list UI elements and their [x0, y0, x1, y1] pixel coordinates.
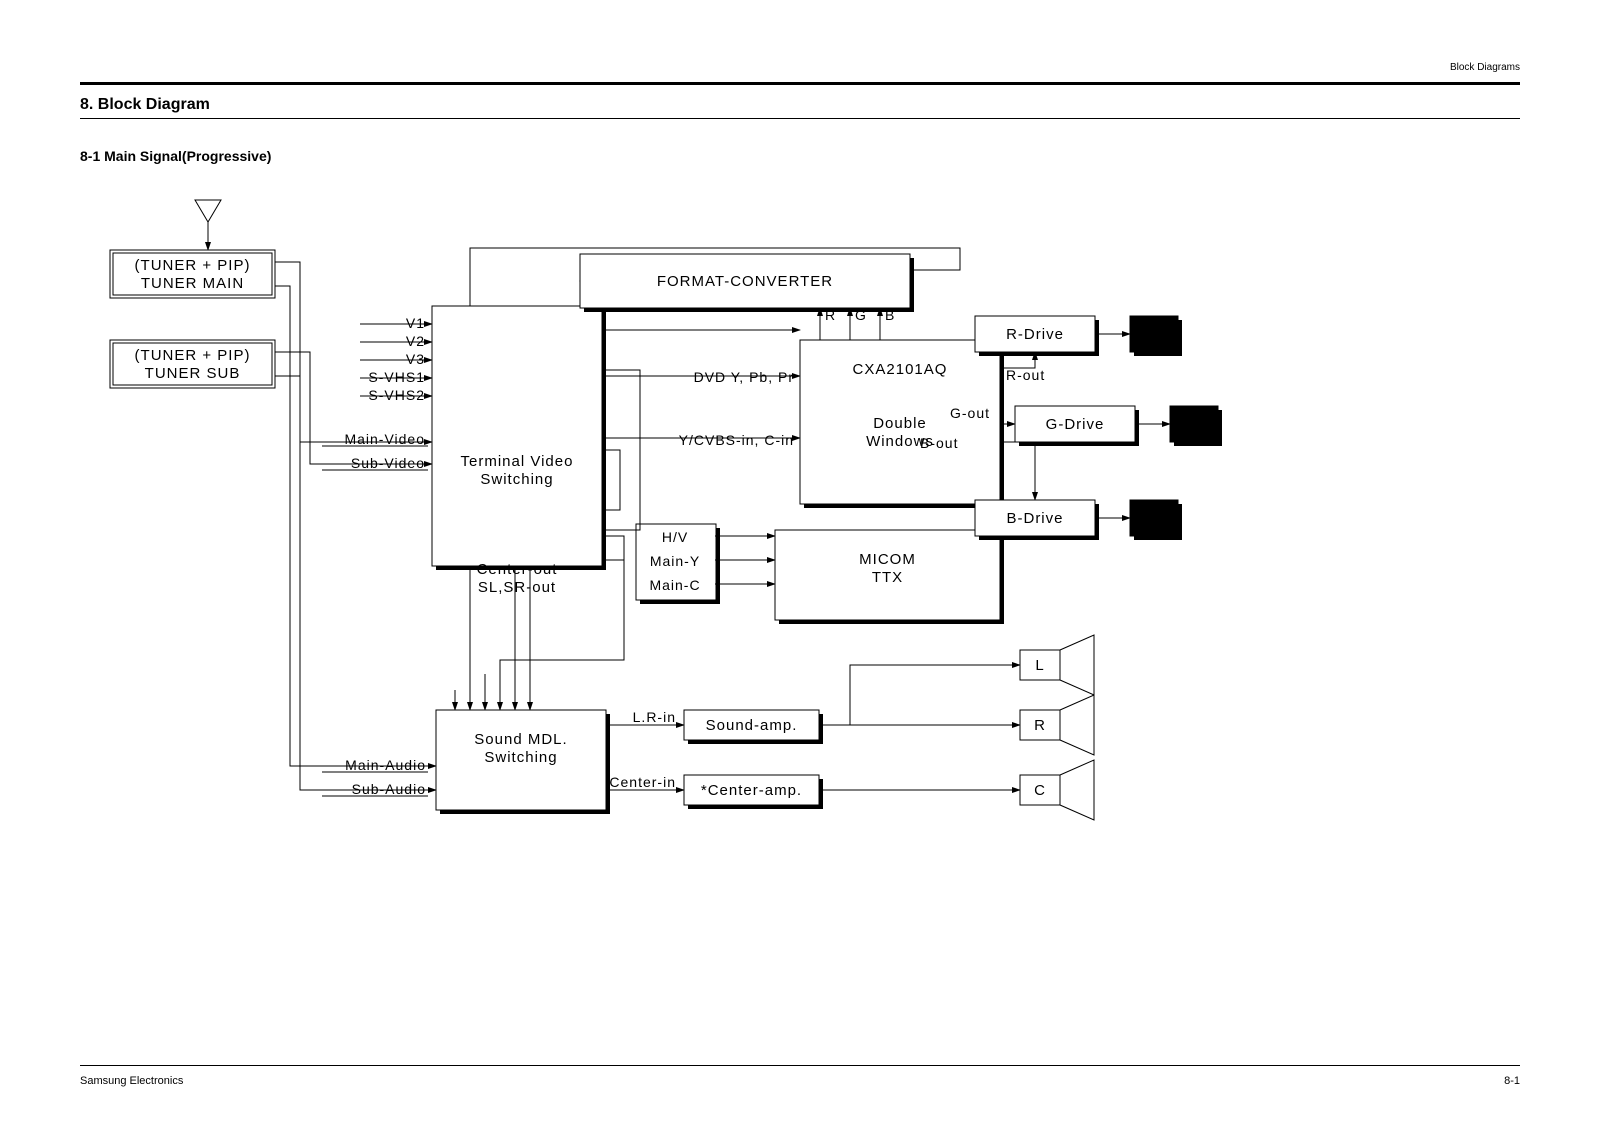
svg-text:R: R: [1034, 717, 1046, 734]
svg-text:V2: V2: [406, 333, 425, 349]
svg-text:Sound-amp.: Sound-amp.: [706, 717, 798, 734]
svg-text:Main-C: Main-C: [649, 577, 700, 593]
svg-text:Double: Double: [873, 415, 927, 432]
block-diagram: (TUNER + PIP)TUNER MAIN(TUNER + PIP)TUNE…: [100, 190, 1500, 1010]
svg-text:Center-in: Center-in: [609, 774, 676, 790]
svg-text:Center-out: Center-out: [477, 561, 558, 578]
svg-text:Switching: Switching: [484, 749, 557, 766]
svg-text:Sub-Video: Sub-Video: [351, 455, 425, 471]
svg-text:(TUNER + PIP): (TUNER + PIP): [135, 257, 251, 274]
svg-text:SL,SR-out: SL,SR-out: [478, 579, 556, 596]
svg-text:CXA2101AQ: CXA2101AQ: [853, 361, 948, 378]
svg-text:V3: V3: [406, 351, 425, 367]
svg-text:S-VHS2: S-VHS2: [368, 387, 425, 403]
svg-text:TUNER SUB: TUNER SUB: [145, 365, 241, 382]
svg-text:B: B: [885, 307, 895, 323]
section-title: 8. Block Diagram: [80, 96, 210, 114]
footer-rule: [80, 1065, 1520, 1066]
svg-text:S-VHS1: S-VHS1: [368, 369, 425, 385]
svg-text:Main-Y: Main-Y: [650, 553, 700, 569]
svg-text:Main-Audio: Main-Audio: [345, 757, 426, 773]
svg-text:V1: V1: [406, 315, 425, 331]
subsection-title: 8-1 Main Signal(Progressive): [80, 148, 271, 164]
svg-text:TTX: TTX: [872, 569, 903, 586]
svg-text:C: C: [1034, 782, 1046, 799]
footer-left: Samsung Electronics: [80, 1075, 183, 1087]
svg-text:G: G: [855, 307, 867, 323]
svg-text:MICOM: MICOM: [859, 551, 916, 568]
svg-text:L: L: [1035, 657, 1044, 674]
svg-text:Sub-Audio: Sub-Audio: [352, 781, 426, 797]
svg-text:TUNER MAIN: TUNER MAIN: [141, 275, 244, 292]
svg-text:(TUNER + PIP): (TUNER + PIP): [135, 347, 251, 364]
svg-text:G-Drive: G-Drive: [1046, 416, 1105, 433]
thick-rule: [80, 82, 1520, 85]
svg-text:R-Drive: R-Drive: [1006, 326, 1064, 343]
thin-rule: [80, 118, 1520, 119]
svg-text:Switching: Switching: [480, 471, 553, 488]
svg-text:G-out: G-out: [950, 405, 990, 421]
svg-text:Y/CVBS-in, C-in: Y/CVBS-in, C-in: [679, 432, 794, 448]
svg-text:H/V: H/V: [662, 529, 688, 545]
svg-text:Terminal Video: Terminal Video: [461, 453, 574, 470]
svg-text:B-Drive: B-Drive: [1006, 510, 1063, 527]
svg-text:*Center-amp.: *Center-amp.: [701, 782, 802, 799]
svg-text:Main-Video: Main-Video: [344, 431, 425, 447]
svg-text:R-out: R-out: [1006, 367, 1045, 383]
footer-right: 8-1: [1504, 1075, 1520, 1087]
svg-text:R: R: [825, 307, 836, 323]
svg-text:DVD Y, Pb, Pr: DVD Y, Pb, Pr: [694, 369, 794, 385]
svg-text:Sound MDL.: Sound MDL.: [474, 731, 567, 748]
page-header-right: Block Diagrams: [1450, 62, 1520, 73]
svg-text:FORMAT-CONVERTER: FORMAT-CONVERTER: [657, 273, 833, 290]
svg-text:L.R-in: L.R-in: [633, 709, 676, 725]
svg-text:B-out: B-out: [920, 435, 958, 451]
